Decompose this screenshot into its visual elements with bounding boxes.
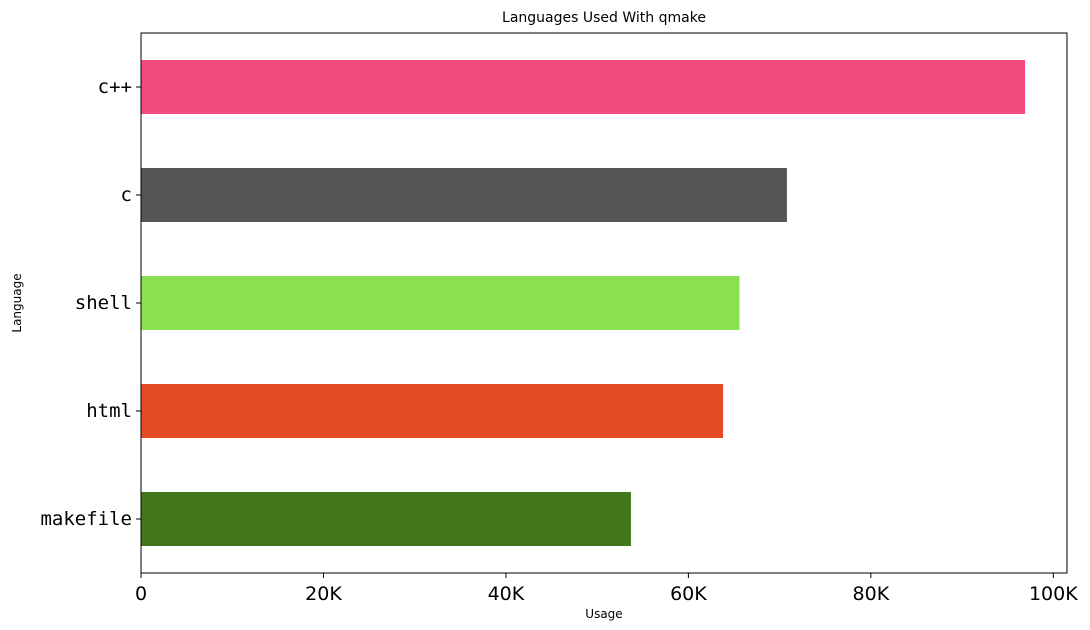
y-tick-label-makefile: makefile (40, 508, 132, 530)
x-tick-label: 40K (488, 583, 525, 605)
y-tick-label-c: c (121, 184, 132, 206)
bars-group (141, 60, 1026, 546)
x-tick-label: 0 (135, 583, 147, 605)
bar-makefile (141, 492, 631, 546)
y-axis-label: Language (10, 273, 24, 332)
x-tick-label: 100K (1029, 583, 1078, 605)
x-tick-label: 20K (305, 583, 342, 605)
y-tick-label-shell: shell (75, 292, 132, 314)
x-axis-label: Usage (585, 607, 622, 621)
bar-cplusplus (141, 60, 1026, 114)
y-tick-label-html: html (86, 400, 132, 422)
y-tick-label-cplusplus: c++ (98, 76, 132, 98)
bar-shell (141, 276, 740, 330)
x-axis-ticks: 0 20K 40K 60K 80K 100K (135, 573, 1078, 605)
x-tick-label: 60K (670, 583, 707, 605)
bar-html (141, 384, 724, 438)
x-tick-label: 80K (853, 583, 890, 605)
chart-title: Languages Used With qmake (502, 10, 706, 26)
y-axis-ticks: makefile html shell c c++ (40, 76, 141, 530)
plot-frame (140, 32, 1068, 574)
bar-c (141, 168, 787, 222)
